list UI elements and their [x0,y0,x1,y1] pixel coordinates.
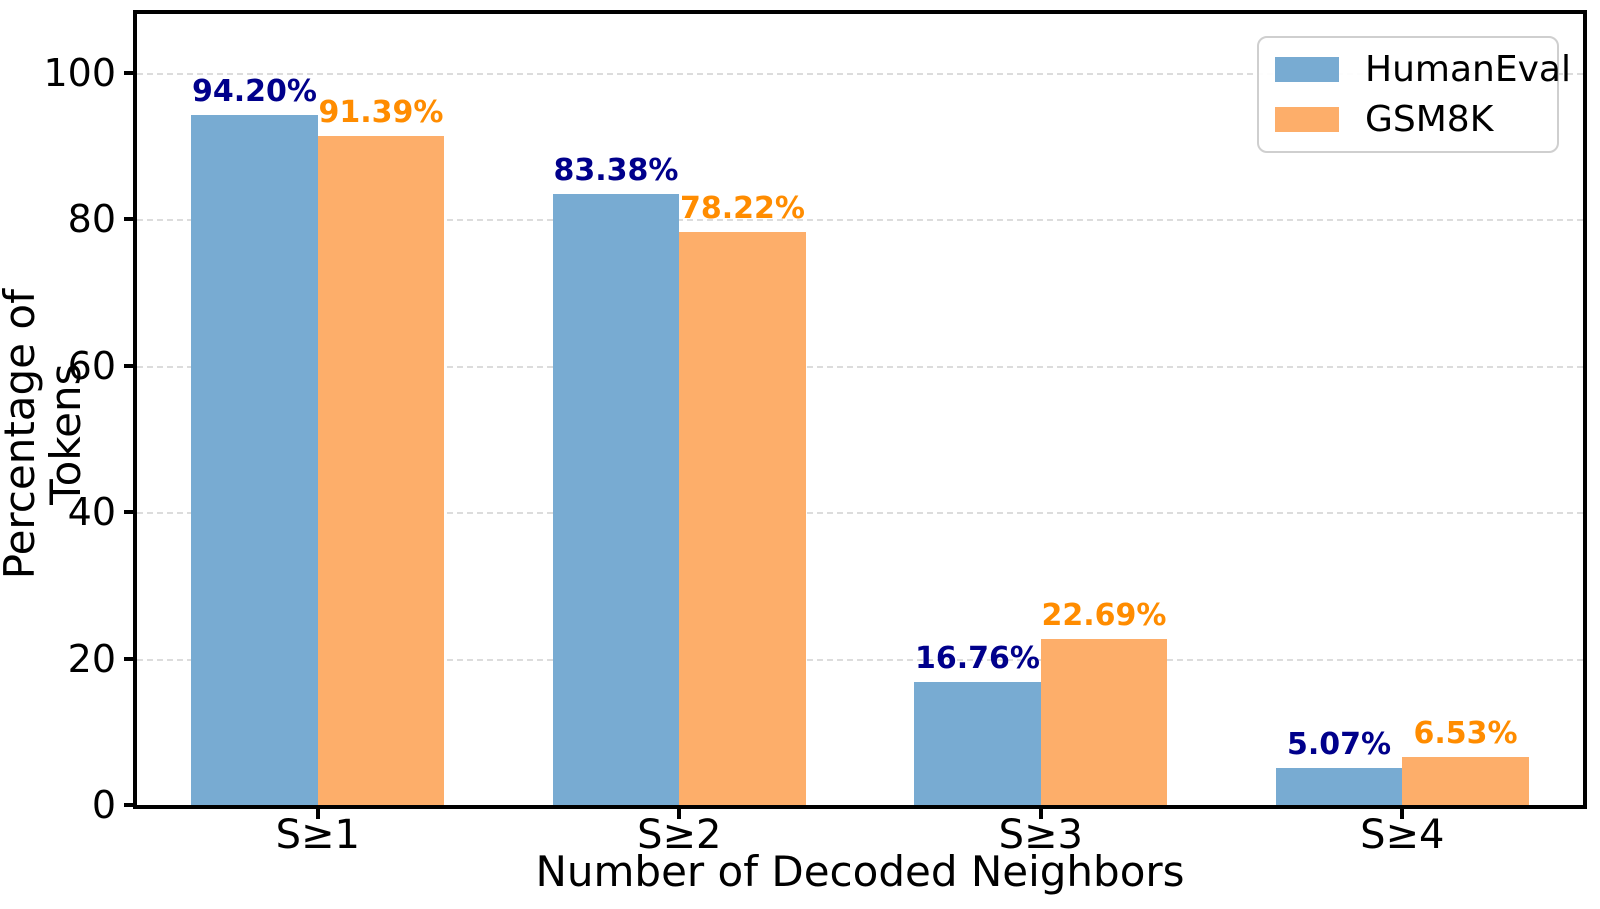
y-tick-label: 40 [67,490,116,535]
legend-label: HumanEval [1365,49,1571,90]
bar-humaneval-S≥1 [191,115,318,805]
bar-value-label: 94.20% [192,74,317,110]
bar-gsm8k-S≥3 [1040,638,1168,805]
gridline-40 [137,512,1583,515]
x-tick-label: S≥1 [275,812,360,858]
x-tick-label: S≥4 [1360,812,1445,858]
y-tick-mark [124,217,136,222]
bar-humaneval-S≥3 [914,682,1041,805]
legend-swatch-gsm8k [1275,106,1339,132]
x-tick-mark [315,809,320,819]
x-tick-label: S≥2 [637,812,722,858]
bar-gsm8k-S≥4 [1402,757,1529,805]
x-tick-label: S≥3 [998,812,1083,858]
legend-label: GSM8K [1365,98,1494,140]
y-axis-title: Percentage of Tokens [0,289,90,580]
legend-swatch-humaneval [1275,57,1339,83]
gridline-20 [137,658,1583,661]
y-tick-mark [124,363,136,368]
plot-area: 94.20% 83.38% 16.76% 5.07% 91.39% 78.22% 22.69… [133,10,1587,809]
bar-value-label: 16.76% [915,641,1040,677]
bar-value-label: 22.69% [1041,597,1167,633]
x-tick-mark [1400,809,1405,819]
bar-value-label: 6.53% [1413,716,1518,752]
gridline-80 [137,219,1583,222]
legend-item-humaneval: HumanEval [1275,50,1571,90]
y-tick-mark [124,656,136,661]
bar-gsm8k-S≥1 [317,135,445,805]
bar-gsm8k-S≥2 [679,232,806,805]
bar-value-label: 91.39% [318,94,444,130]
bar-humaneval-S≥4 [1275,767,1403,805]
y-tick-label: 20 [67,636,116,681]
gridline-60 [137,365,1583,368]
y-tick-label: 0 [91,783,116,827]
legend-item-gsm8k: GSM8K [1275,98,1541,140]
x-tick-mark [1038,809,1043,819]
legend: HumanEval GSM8K [1257,36,1571,154]
bar-humaneval-S≥2 [552,194,680,805]
y-tick-label: 80 [67,197,116,242]
x-tick-mark [677,809,682,819]
y-tick-label: 100 [43,50,116,95]
y-tick-mark [124,70,136,75]
bar-value-label: 78.22% [680,191,805,227]
y-tick-mark [124,803,136,807]
x-axis-title: Number of Decoded Neighbors [535,847,1185,896]
y-tick-mark [124,510,136,515]
bar-value-label: 5.07% [1286,726,1392,762]
gridline-100 [137,72,1583,75]
bar-value-label: 83.38% [553,153,679,189]
y-tick-label: 60 [67,343,116,388]
